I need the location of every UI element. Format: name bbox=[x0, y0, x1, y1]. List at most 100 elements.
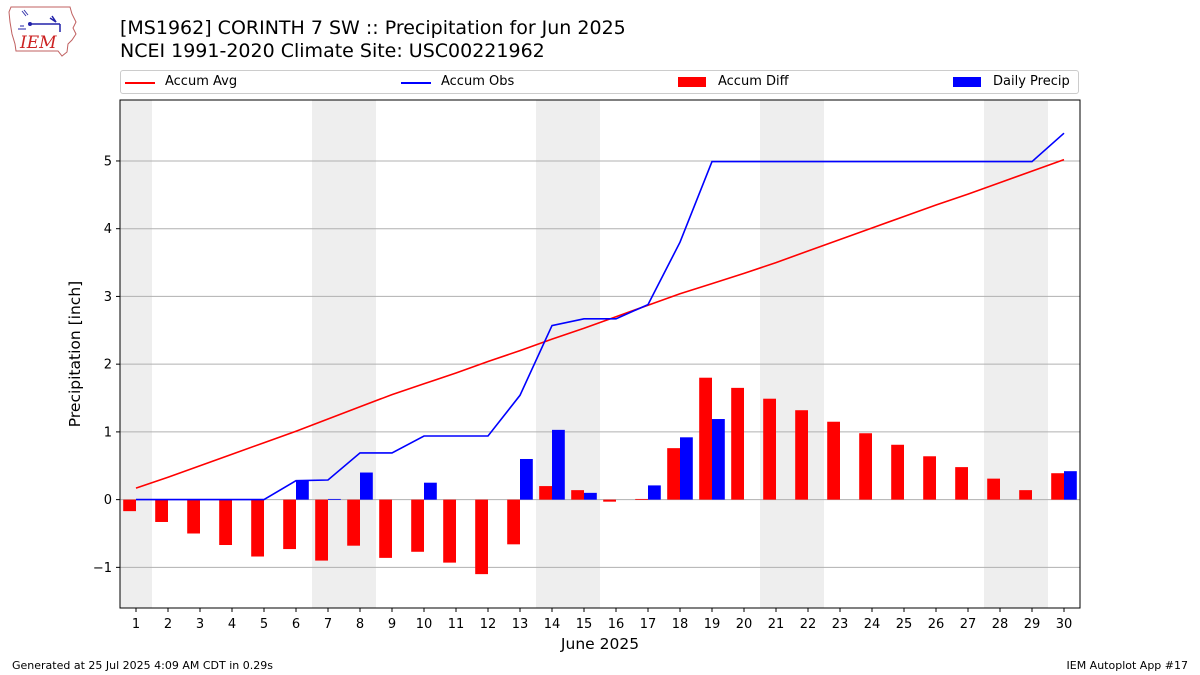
chart-legend: Accum Avg Accum Obs Accum Diff Daily Pre… bbox=[120, 70, 1079, 94]
plot-frame bbox=[119, 99, 1081, 609]
x-tick-label: 16 bbox=[608, 617, 625, 632]
x-tick-label: 13 bbox=[512, 617, 529, 632]
x-tick-label: 12 bbox=[480, 617, 497, 632]
x-tick-label: 8 bbox=[356, 617, 364, 632]
y-tick-label: 4 bbox=[104, 222, 112, 237]
weekend-shade-band bbox=[984, 100, 1016, 608]
accum-diff-bar bbox=[923, 456, 936, 500]
x-tick-label: 5 bbox=[260, 617, 268, 632]
x-tick-label: 26 bbox=[928, 617, 945, 632]
accum-diff-bar bbox=[315, 499, 328, 561]
accum-diff-bar bbox=[187, 499, 200, 534]
x-tick-label: 19 bbox=[704, 617, 721, 632]
y-tick-label: 0 bbox=[104, 493, 112, 508]
iem-logo: IEM bbox=[8, 6, 77, 57]
x-axis-label: June 2025 bbox=[560, 635, 639, 653]
accum-diff-bar bbox=[155, 499, 168, 522]
weekend-shade-band bbox=[760, 100, 792, 608]
x-tick-label: 10 bbox=[416, 617, 433, 632]
x-tick-label: 23 bbox=[832, 617, 849, 632]
legend-label-accum-diff: Accum Diff bbox=[718, 74, 789, 89]
accum-diff-bar bbox=[827, 421, 840, 500]
x-tick-label: 2 bbox=[164, 617, 172, 632]
generated-timestamp: Generated at 25 Jul 2025 4:09 AM CDT in … bbox=[12, 659, 273, 672]
accum-diff-bar bbox=[603, 499, 616, 502]
chart-subtitle: NCEI 1991-2020 Climate Site: USC00221962 bbox=[120, 40, 545, 62]
legend-swatch-accum-avg bbox=[125, 82, 155, 84]
weekend-shade-band bbox=[568, 100, 600, 608]
accum-obs-line bbox=[136, 132, 1065, 501]
accum-diff-bar bbox=[699, 377, 712, 500]
daily-precip-bar bbox=[328, 498, 341, 500]
weekend-shade-band bbox=[1016, 100, 1048, 608]
svg-text:IEM: IEM bbox=[19, 33, 57, 53]
accum-diff-bar bbox=[1019, 490, 1032, 500]
x-tick-label: 7 bbox=[324, 617, 332, 632]
accum-diff-bar bbox=[763, 398, 776, 500]
x-tick-label: 4 bbox=[228, 617, 236, 632]
daily-precip-bar bbox=[1064, 471, 1077, 500]
accum-diff-bar bbox=[635, 498, 648, 500]
accum-diff-bar bbox=[443, 499, 456, 563]
x-tick-label: 30 bbox=[1056, 617, 1073, 632]
accum-diff-bar bbox=[891, 444, 904, 500]
legend-swatch-accum-obs bbox=[401, 82, 431, 84]
accum-diff-bar bbox=[859, 433, 872, 500]
x-tick-label: 18 bbox=[672, 617, 689, 632]
accum-diff-bar bbox=[539, 486, 552, 500]
x-tick-label: 20 bbox=[736, 617, 753, 632]
accum-diff-bar bbox=[987, 478, 1000, 500]
weekend-shade-band bbox=[792, 100, 824, 608]
accum-diff-bar bbox=[795, 410, 808, 500]
legend-label-daily-precip: Daily Precip bbox=[993, 74, 1070, 89]
x-tick-label: 24 bbox=[864, 617, 881, 632]
daily-precip-bar bbox=[648, 485, 661, 500]
legend-swatch-daily-precip bbox=[953, 77, 981, 87]
accum-diff-bar bbox=[571, 490, 584, 500]
accum-diff-bar bbox=[411, 499, 424, 552]
accum-diff-bar bbox=[379, 499, 392, 558]
accum-diff-bar bbox=[283, 499, 296, 550]
daily-precip-bar bbox=[296, 480, 309, 500]
x-tick-label: 22 bbox=[800, 617, 817, 632]
y-axis-label: Precipitation [inch] bbox=[66, 281, 84, 427]
accum-avg-line bbox=[135, 158, 1065, 489]
accum-diff-bar bbox=[219, 499, 232, 546]
accum-diff-bar bbox=[123, 499, 136, 512]
x-tick-label: 17 bbox=[640, 617, 657, 632]
app-credit: IEM Autoplot App #17 bbox=[1066, 659, 1189, 672]
accum-diff-bar bbox=[251, 499, 264, 557]
x-tick-label: 3 bbox=[196, 617, 204, 632]
accum-diff-bar bbox=[731, 387, 744, 500]
x-tick-label: 28 bbox=[992, 617, 1009, 632]
y-tick-label: 1 bbox=[104, 425, 112, 440]
y-tick-label: 3 bbox=[104, 290, 112, 305]
daily-precip-bar bbox=[584, 492, 597, 500]
daily-precip-bar bbox=[360, 472, 373, 500]
accum-diff-bar bbox=[955, 467, 968, 500]
x-tick-label: 25 bbox=[896, 617, 913, 632]
daily-precip-bar bbox=[424, 482, 437, 500]
accum-diff-bar bbox=[507, 499, 520, 545]
x-tick-label: 21 bbox=[768, 617, 785, 632]
accum-diff-bar bbox=[347, 499, 360, 546]
x-tick-label: 6 bbox=[292, 617, 300, 632]
y-tick-label: 5 bbox=[104, 154, 112, 169]
weekend-shade-band bbox=[536, 100, 568, 608]
accum-diff-bar bbox=[667, 448, 680, 500]
daily-precip-bar bbox=[520, 458, 533, 500]
chart-title: [MS1962] CORINTH 7 SW :: Precipitation f… bbox=[120, 17, 626, 39]
weekend-shade-band bbox=[120, 100, 152, 608]
x-tick-label: 29 bbox=[1024, 617, 1041, 632]
daily-precip-bar bbox=[680, 437, 693, 500]
accum-diff-bar bbox=[1051, 473, 1064, 500]
y-tick-label: 2 bbox=[104, 358, 112, 373]
legend-swatch-accum-diff bbox=[678, 77, 706, 87]
daily-precip-bar bbox=[552, 429, 565, 500]
x-tick-label: 11 bbox=[448, 617, 465, 632]
x-tick-label: 1 bbox=[132, 617, 140, 632]
daily-precip-bar bbox=[712, 419, 725, 500]
y-tick-label: −1 bbox=[93, 561, 112, 576]
x-tick-label: 27 bbox=[960, 617, 977, 632]
